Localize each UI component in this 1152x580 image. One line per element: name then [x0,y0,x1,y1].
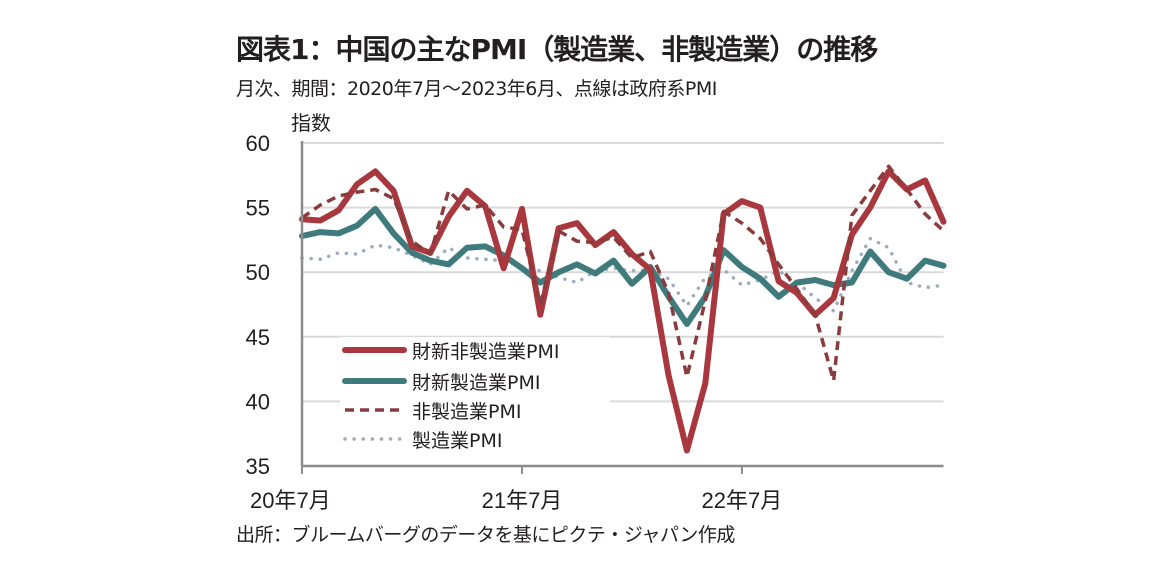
x-tick-labels: 20年7月 21年7月 22年7月 [250,488,782,513]
source-note: 出所：ブルームバーグのデータを基にピクテ・ジャパン作成 [236,524,735,546]
y-axis-label: 指数 [291,111,331,135]
y-tick-label: 45 [246,325,270,350]
legend-label: 製造業PMI [412,430,502,452]
legend-label: 財新非製造業PMI [412,341,559,363]
y-tick-label: 60 [246,131,270,156]
x-tick-label: 22年7月 [702,488,783,513]
y-tick-labels: 35 40 45 50 55 60 [246,131,270,479]
legend-label: 非製造業PMI [412,401,521,423]
legend-bg [340,397,610,423]
x-tick-label: 21年7月 [482,488,563,513]
x-tick-label: 20年7月 [250,488,331,513]
y-tick-label: 35 [246,454,270,479]
y-tick-label: 40 [246,389,270,414]
legend-label: 財新製造業PMI [412,372,540,394]
legend-bg [340,426,610,452]
y-tick-label: 50 [246,260,270,285]
axes [300,141,944,474]
chart-subtitle: 月次、期間：2020年7月～2023年6月、点線は政府系PMI [236,78,717,100]
chart-title: 図表1：中国の主なPMI（製造業、非製造業）の推移 [236,33,878,66]
series-line-2 [300,164,945,383]
legend: 財新非製造業PMI 財新製造業PMI 非製造業PMI 製造業PMI [340,337,610,452]
y-tick-label: 55 [246,196,270,221]
gridlines [302,142,944,403]
series-lines [299,164,947,454]
series-line-1 [299,205,947,327]
